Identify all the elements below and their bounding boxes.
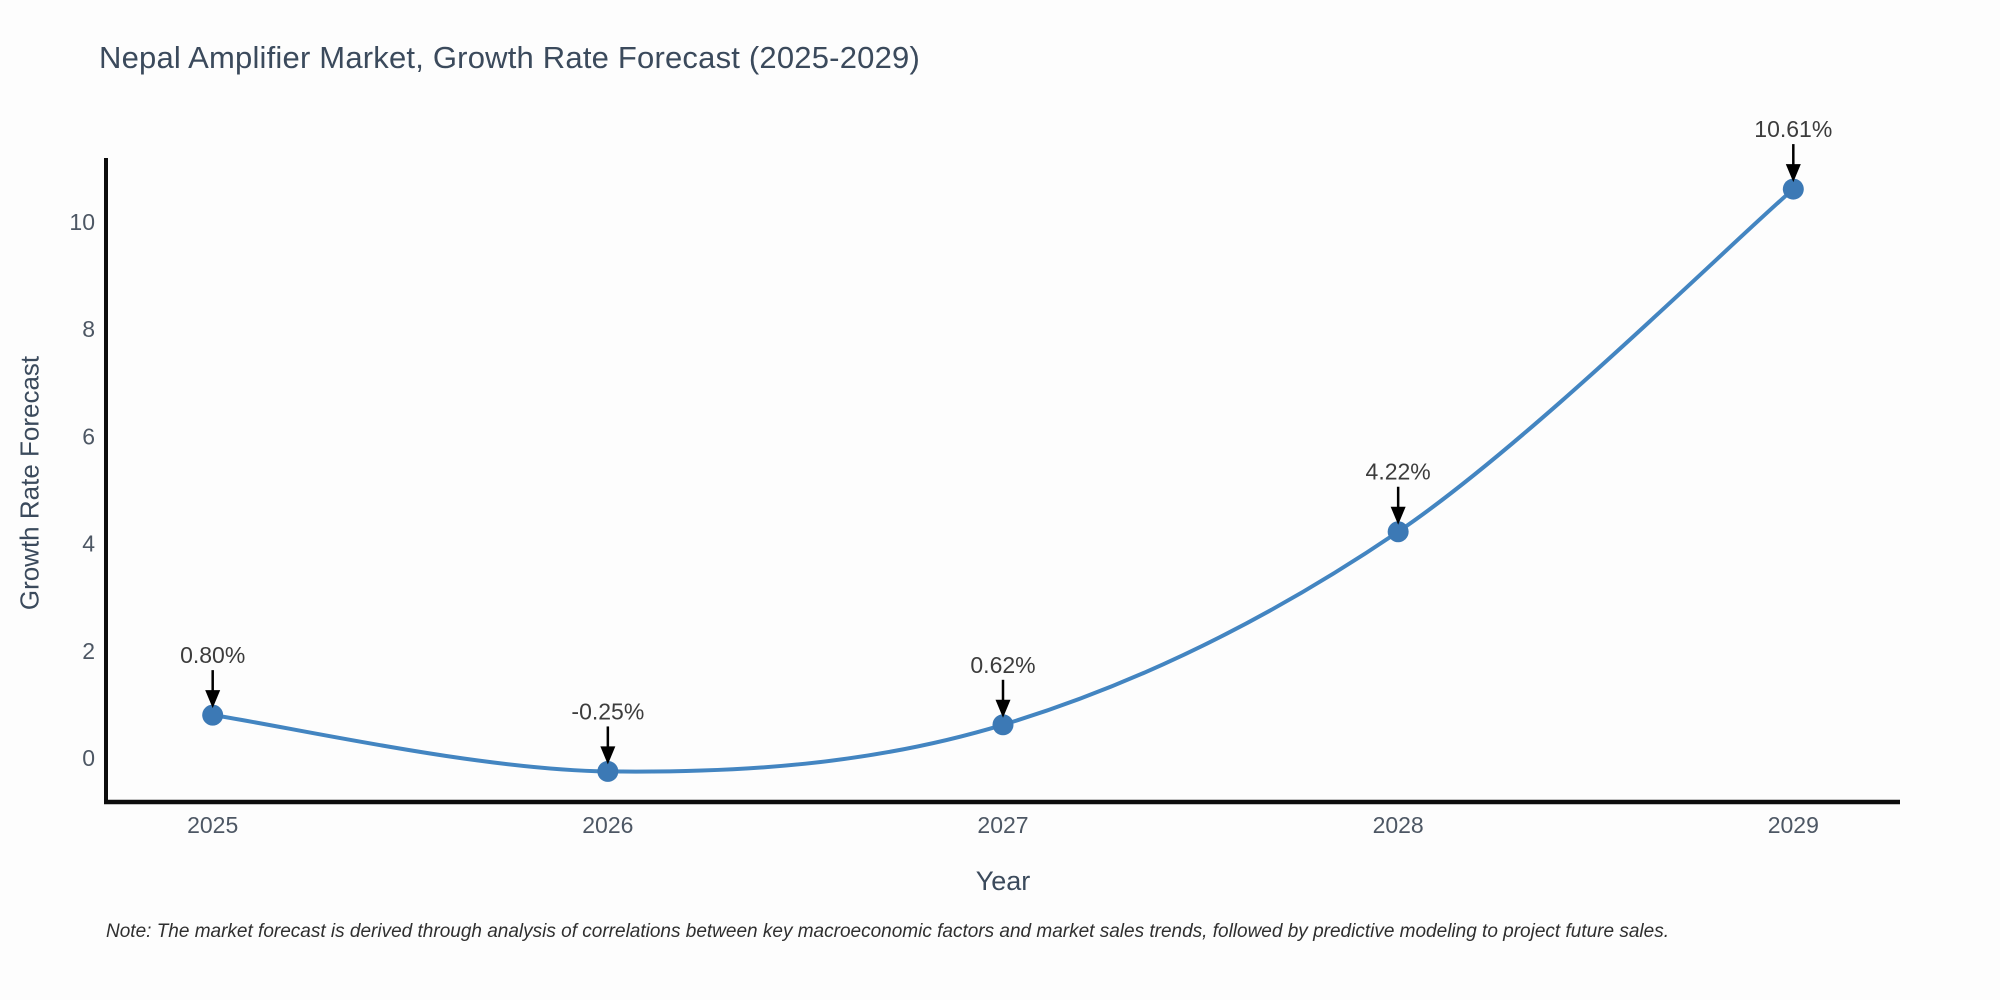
data-point-label: 10.61% <box>1754 116 1832 142</box>
data-point-label: -0.25% <box>571 698 644 724</box>
y-tick-label: 0 <box>82 745 95 771</box>
x-axis-label: Year <box>975 866 1031 896</box>
annotation-arrow-head <box>205 690 221 709</box>
data-point-marker <box>597 760 619 782</box>
x-tick-label: 2026 <box>582 812 633 838</box>
x-tick-label: 2027 <box>977 812 1028 838</box>
data-point-marker <box>202 704 224 726</box>
y-tick-label: 2 <box>82 638 95 664</box>
y-tick-label: 8 <box>82 316 95 342</box>
data-point-marker <box>1782 178 1804 200</box>
footnote: Note: The market forecast is derived thr… <box>106 921 1669 942</box>
chart-title: Nepal Amplifier Market, Growth Rate Fore… <box>99 40 920 75</box>
x-tick-label: 2025 <box>187 812 238 838</box>
annotation-arrow-head <box>995 699 1011 718</box>
x-tick-label: 2029 <box>1768 812 1819 838</box>
annotation-arrow-head <box>1785 164 1801 183</box>
annotation-arrow-head <box>600 746 616 765</box>
y-tick-label: 4 <box>82 531 95 557</box>
y-tick-label: 10 <box>69 209 95 235</box>
x-tick-label: 2028 <box>1373 812 1424 838</box>
y-tick-label: 6 <box>82 423 95 449</box>
data-point-marker <box>992 714 1014 736</box>
data-point-label: 0.62% <box>970 652 1035 678</box>
data-point-label: 4.22% <box>1366 459 1431 485</box>
data-point-label: 0.80% <box>180 642 245 668</box>
annotation-arrow-head <box>1390 506 1406 525</box>
data-point-marker <box>1387 521 1409 543</box>
